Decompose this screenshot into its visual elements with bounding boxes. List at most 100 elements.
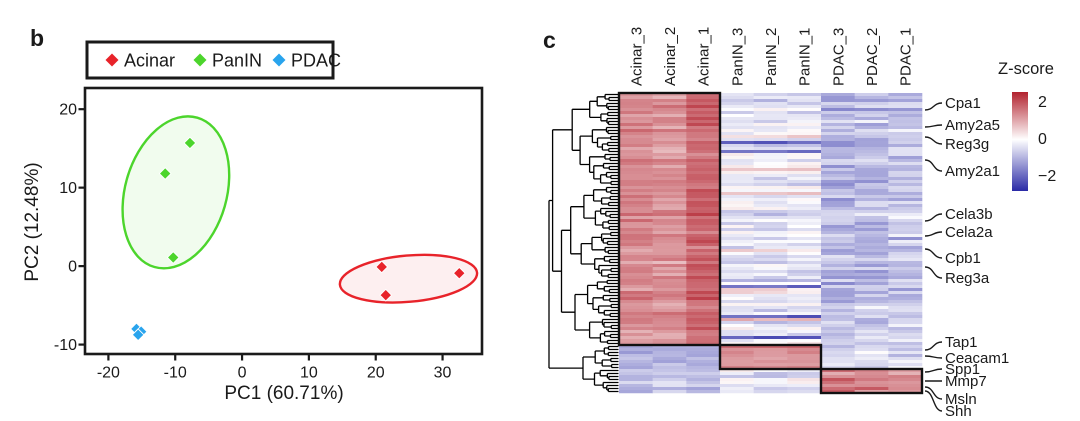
heatmap-cell <box>720 330 754 334</box>
heatmap-cell <box>821 147 855 151</box>
heatmap-cell <box>821 192 855 196</box>
heatmap-cell <box>787 102 822 106</box>
heatmap-cell <box>753 303 788 307</box>
heatmap-cell <box>821 93 855 97</box>
cluster-ellipse-acinar <box>338 253 479 304</box>
heatmap-cell <box>787 345 822 349</box>
heatmap-cell <box>753 180 788 184</box>
heatmap-cell <box>686 285 721 289</box>
heatmap-cell <box>821 261 855 265</box>
cluster-ellipse-panin <box>121 115 231 270</box>
heatmap-cell <box>619 141 653 145</box>
heatmap-cell <box>686 333 721 337</box>
gene-label: Ceacam1 <box>945 350 1009 367</box>
heatmap-cell <box>619 375 653 379</box>
heatmap-cell <box>753 198 788 202</box>
heatmap-cell <box>619 309 653 313</box>
heatmap-cell <box>652 174 687 178</box>
heatmap-cell <box>821 360 855 364</box>
heatmap-cell <box>619 147 653 151</box>
heatmap-cell <box>686 315 721 319</box>
heatmap-cell <box>787 165 822 169</box>
heatmap-cell <box>686 270 721 274</box>
heatmap-cell <box>720 264 754 268</box>
heatmap-cell <box>686 93 721 97</box>
heatmap-cell <box>821 201 855 205</box>
heatmap-cell <box>888 135 923 139</box>
heatmap-cell <box>787 105 822 109</box>
heatmap-cell <box>686 369 721 373</box>
heatmap-cell <box>888 156 923 160</box>
heatmap-cell <box>753 264 788 268</box>
gene-label: Msln <box>945 391 977 408</box>
heatmap-cell <box>753 171 788 175</box>
heatmap-cell <box>854 216 889 220</box>
heatmap-cell <box>652 324 687 328</box>
heatmap-cell <box>686 177 721 181</box>
heatmap-cell <box>888 114 923 118</box>
heatmap-cell <box>619 342 653 346</box>
scatter-point-pdac <box>131 328 145 342</box>
gene-label: Reg3a <box>945 270 990 287</box>
heatmap-cell <box>619 189 653 193</box>
heatmap-cell <box>787 279 822 283</box>
heatmap-cell <box>854 372 889 376</box>
heatmap-cell <box>787 363 822 367</box>
heatmap-cell <box>821 315 855 319</box>
heatmap-cell <box>720 144 754 148</box>
heatmap-cell <box>854 114 889 118</box>
heatmap-cell <box>821 291 855 295</box>
heatmap-cell <box>854 231 889 235</box>
heatmap-cell <box>854 225 889 229</box>
heatmap-cell <box>652 366 687 370</box>
heatmap-cell <box>888 174 923 178</box>
heatmap-cell <box>652 117 687 121</box>
heatmap-cell <box>821 252 855 256</box>
heatmap-cell <box>787 288 822 292</box>
heatmap-cell <box>854 165 889 169</box>
heatmap-cell <box>787 339 822 343</box>
heatmap-cell <box>787 264 822 268</box>
heatmap-cell <box>753 342 788 346</box>
heatmap-cell <box>686 348 721 352</box>
heatmap-cell <box>619 318 653 322</box>
heatmap-cell <box>720 318 754 322</box>
heatmap-cell <box>619 204 653 208</box>
heatmap-cell <box>619 255 653 259</box>
heatmap-cell <box>619 384 653 388</box>
heatmap-cell <box>652 132 687 136</box>
heatmap-cell <box>720 357 754 361</box>
heatmap-cell <box>720 198 754 202</box>
heatmap-cell <box>854 357 889 361</box>
heatmap-cell <box>619 291 653 295</box>
heatmap-cell <box>652 237 687 241</box>
heatmap-cell <box>854 159 889 163</box>
heatmap-cell <box>720 225 754 229</box>
heatmap-cell <box>753 141 788 145</box>
heatmap-cell <box>619 246 653 250</box>
heatmap-cell <box>619 324 653 328</box>
panel-label-b: b <box>30 25 45 51</box>
heatmap-cell <box>619 219 653 223</box>
heatmap-cell <box>753 228 788 232</box>
gene-label: Tap1 <box>945 334 978 351</box>
heatmap-cell <box>720 123 754 127</box>
heatmap-cell <box>686 291 721 295</box>
heatmap-cell <box>787 159 822 163</box>
heatmap-cell <box>753 312 788 316</box>
heatmap-cell <box>720 384 754 388</box>
heatmap-cell <box>720 105 754 109</box>
heatmap-cell <box>720 273 754 277</box>
heatmap-cell <box>821 207 855 211</box>
heatmap-cell <box>686 309 721 313</box>
heatmap-cell <box>854 189 889 193</box>
heatmap-cell <box>821 225 855 229</box>
heatmap-cell <box>652 297 687 301</box>
heatmap-cell <box>753 219 788 223</box>
heatmap-cell <box>686 138 721 142</box>
heatmap-cell <box>686 327 721 331</box>
heatmap-cell <box>821 306 855 310</box>
heatmap-cell <box>888 273 923 277</box>
zscore-tick-label: 0 <box>1038 131 1047 148</box>
heatmap-cell <box>720 282 754 286</box>
